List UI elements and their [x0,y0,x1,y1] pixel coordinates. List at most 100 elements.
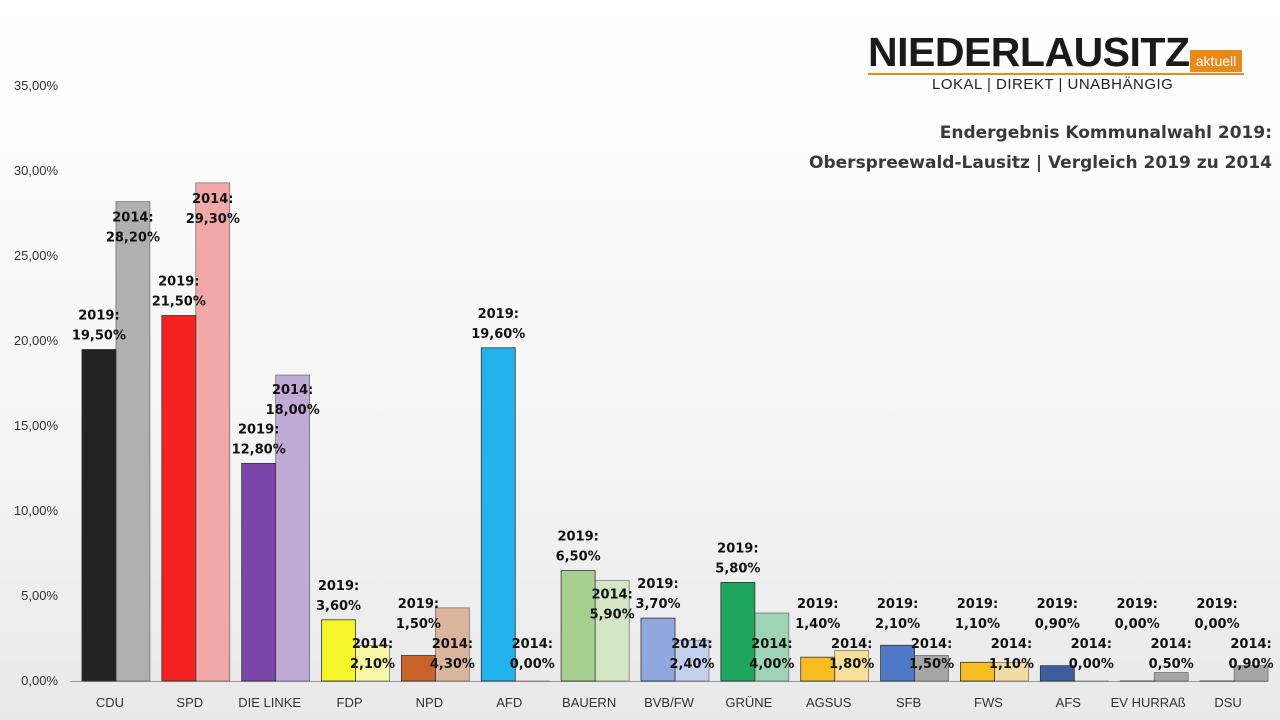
data-label-2019: 2019: [1196,597,1237,612]
y-tick-label: 20,00% [14,333,59,348]
data-label-2014: 28,20% [106,231,160,246]
bar-2014 [1233,665,1269,682]
x-tick-label: FWS [974,695,1003,710]
data-label-2014: 2014: [512,637,553,652]
bar-2019 [720,582,756,682]
logo-badge: aktuell [1190,50,1242,72]
logo-tagline: LOKAL | DIREKT | UNABHÄNGIG [932,76,1174,93]
y-tick-label: 35,00% [14,78,59,93]
x-tick-label: DIE LINKE [238,695,301,710]
x-tick-label: CDU [96,695,124,710]
bar-2019 [241,462,277,682]
data-label-2014: 18,00% [266,403,320,418]
bar-2014 [834,650,870,682]
data-label-2019: 2019: [797,597,838,612]
data-label-2014: 4,00% [749,657,794,672]
x-tick-label: AGSUS [806,695,852,710]
data-label-2014: 2014: [272,383,313,398]
data-label-2019: 12,80% [232,442,286,457]
data-label-2014: 0,90% [1229,657,1274,672]
data-label-2019: 19,50% [72,329,126,344]
bar-2019 [880,644,915,682]
data-label-2014: 2014: [671,637,712,652]
bar-2019 [480,347,516,682]
x-tick-label: DSU [1214,695,1241,710]
data-label-2014: 5,90% [590,608,635,623]
data-label-2019: 2019: [318,579,359,594]
x-tick-label: BAUERN [562,695,616,710]
data-label-2014: 2014: [432,637,473,652]
data-label-2019: 2019: [1117,597,1158,612]
data-label-2014: 1,80% [829,657,874,672]
data-label-2014: 2014: [911,637,952,652]
data-label-2014: 1,50% [909,657,954,672]
data-label-2014: 2014: [112,211,153,226]
x-tick-label: NPD [416,695,443,710]
data-label-2019: 1,50% [396,617,441,632]
data-label-2019: 2019: [1037,597,1078,612]
bar-2019 [960,661,995,682]
data-label-2019: 2019: [78,309,119,324]
data-label-2014: 0,50% [1149,657,1194,672]
x-tick-label: SPD [176,695,203,710]
data-label-2014: 2,40% [669,657,714,672]
logo-rule [868,73,1244,75]
bar-2019 [640,617,676,682]
data-label-2019: 2019: [957,597,998,612]
data-label-2014: 2014: [1230,637,1271,652]
bar-2019 [81,349,117,682]
data-label-2019: 0,90% [1035,617,1080,632]
bar-2019 [800,656,836,682]
chart-title-line2: Oberspreewald-Lausitz | Vergleich 2019 z… [809,153,1272,173]
data-label-2019: 19,60% [471,327,525,342]
bar-2014 [674,639,710,682]
data-label-2019: 5,80% [715,561,760,576]
data-label-2019: 2019: [398,597,439,612]
bar-2019 [400,655,436,682]
data-label-2019: 0,00% [1195,617,1240,632]
data-label-2019: 0,00% [1115,617,1160,632]
data-label-2019: 2,10% [875,617,920,632]
bar-2019 [321,619,356,682]
data-label-2019: 2019: [557,530,598,545]
bar-2014 [195,182,231,682]
data-label-2019: 3,60% [316,599,361,614]
bar-2019 [1039,665,1075,682]
chart-title-line1: Endergebnis Kommunalwahl 2019: [939,123,1272,143]
data-label-2019: 2019: [158,275,199,290]
data-label-2014: 2014: [1071,637,1112,652]
data-label-2019: 2019: [717,541,758,556]
y-tick-label: 0,00% [21,673,58,688]
chart-title: Endergebnis Kommunalwahl 2019: Oberspree… [809,118,1272,178]
data-label-2014: 2,10% [350,657,395,672]
data-label-2014: 2014: [352,637,393,652]
bar-2014 [1153,672,1189,682]
data-label-2014: 2014: [751,637,792,652]
x-tick-label: AFS [1056,695,1082,710]
data-label-2014: 2014: [991,637,1032,652]
bar-2019 [161,315,197,682]
data-label-2019: 1,40% [795,617,840,632]
y-tick-label: 30,00% [14,163,59,178]
bar-2014 [754,612,790,682]
data-label-2019: 6,50% [556,550,601,565]
data-label-2019: 2019: [637,577,678,592]
y-tick-label: 25,00% [14,248,59,263]
y-tick-label: 10,00% [14,503,59,518]
y-tick-label: 15,00% [14,418,59,433]
data-label-2019: 21,50% [152,295,206,310]
data-label-2014: 2014: [192,192,233,207]
x-tick-label: AFD [496,695,522,710]
data-label-2014: 2014: [1151,637,1192,652]
data-label-2014: 29,30% [186,212,240,227]
data-label-2019: 1,10% [955,617,1000,632]
data-label-2014: 0,00% [1069,657,1114,672]
bar-2014 [435,607,470,682]
x-tick-label: SFB [896,695,921,710]
x-tick-label: GRÜNE [725,695,772,710]
data-label-2014: 2014: [831,637,872,652]
bar-2014 [275,374,310,682]
bar-2014 [115,201,151,682]
bar-2014 [355,644,390,682]
